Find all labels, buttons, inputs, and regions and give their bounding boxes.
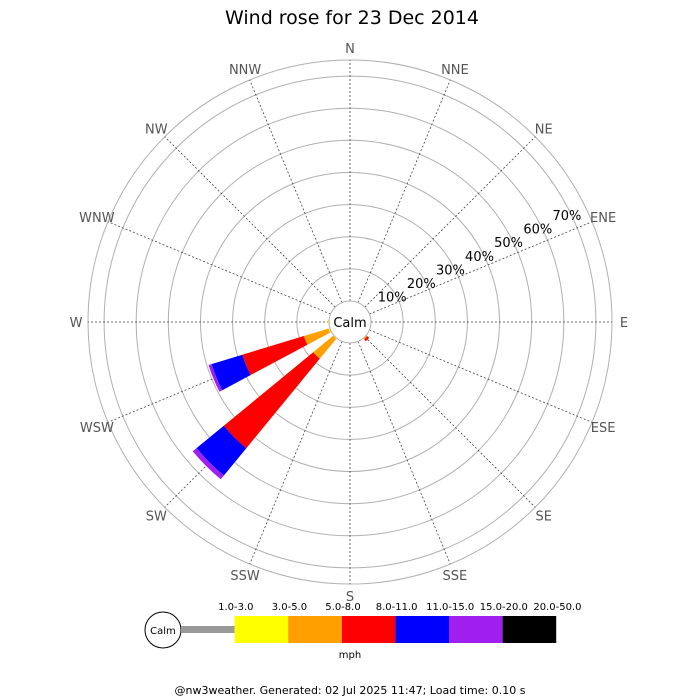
legend-swatch-6 — [502, 616, 557, 643]
direction-label-e: E — [620, 316, 628, 331]
legend-swatch-0 — [181, 626, 235, 633]
direction-label-ne: NE — [535, 122, 553, 137]
radial-tick-30: 30% — [436, 263, 465, 278]
direction-label-nnw: NNW — [229, 63, 261, 78]
legend-label-5: 15.0-20.0 — [480, 602, 528, 613]
direction-label-ssw: SSW — [230, 569, 260, 584]
petal-wsw-bin-4 — [211, 354, 251, 391]
direction-label-wnw: WNW — [79, 211, 115, 226]
petal-se-bin-2 — [363, 335, 368, 340]
petal-se-bin-3 — [364, 336, 370, 342]
petal-sw — [192, 335, 337, 480]
spoke-se — [364, 336, 536, 508]
legend-label-6: 20.0-50.0 — [533, 602, 581, 613]
radial-tick-60: 60% — [523, 223, 552, 238]
footer-text: @nw3weather. Generated: 02 Jul 2025 11:4… — [175, 684, 526, 697]
petal-wsw-bin-2 — [303, 328, 331, 345]
direction-label-s: S — [346, 590, 354, 605]
legend-label-3: 8.0-11.0 — [376, 602, 418, 613]
calm-label: Calm — [333, 316, 366, 331]
spoke-nw — [164, 136, 336, 308]
spoke-wnw — [107, 221, 331, 315]
direction-label-n: N — [345, 42, 355, 57]
radial-tick-40: 40% — [465, 250, 494, 265]
legend-label-0: 1.0-3.0 — [218, 602, 253, 613]
radial-tick-50: 50% — [494, 236, 523, 251]
radial-tick-labels: 10%20%30%40%50%60%70% — [378, 209, 582, 305]
direction-label-nne: NNE — [441, 63, 469, 78]
petal-wsw-bin-3 — [242, 336, 308, 375]
direction-label-sse: SSE — [443, 569, 468, 584]
legend-swatch-3 — [341, 616, 396, 643]
petal-sw-bin-4 — [196, 425, 247, 476]
radial-tick-70: 70% — [552, 209, 581, 224]
spoke-ene — [369, 221, 593, 315]
legend-label-1: 3.0-5.0 — [272, 602, 307, 613]
spoke-nne — [357, 79, 451, 303]
petal-sw-bin-5 — [192, 448, 224, 480]
radial-tick-20: 20% — [407, 277, 436, 292]
radial-tick-10: 10% — [378, 291, 407, 306]
legend-swatch-5 — [449, 616, 503, 643]
legend-swatch-1 — [234, 616, 289, 643]
spoke-sse — [357, 341, 451, 565]
legend-label-2: 5.0-8.0 — [325, 602, 360, 613]
petal-wsw-bin-5 — [208, 364, 223, 392]
wind-petals — [192, 319, 370, 480]
petal-sw-bin-2 — [313, 335, 337, 359]
direction-labels: N NNE NE ENE E ESE SE SSE S SSW SW WSW W WNW NW NNW — [70, 42, 629, 605]
calm-circle — [328, 300, 372, 344]
spoke-nnw — [249, 79, 343, 303]
spoke-ese — [369, 329, 593, 423]
petal-wsw — [208, 328, 332, 392]
legend-label-4: 11.0-15.0 — [426, 602, 474, 613]
direction-label-sw: SW — [146, 510, 167, 525]
legend-swatch-2 — [288, 616, 342, 643]
direction-label-wsw: WSW — [80, 421, 114, 436]
chart-title: Wind rose for 23 Dec 2014 — [225, 7, 479, 29]
direction-label-ene: ENE — [590, 211, 616, 226]
direction-label-w: W — [70, 316, 83, 331]
speed-unit-label: mph — [339, 650, 361, 661]
direction-label-se: SE — [535, 510, 551, 525]
legend-swatch-4 — [395, 616, 449, 643]
petal-sw-bin-3 — [223, 352, 320, 449]
speed-legend: Calm 1.0-3.0 3.0-5.0 5.0-8.0 8.0-11.0 11.0-1… — [144, 602, 581, 649]
direction-label-ese: ESE — [591, 421, 616, 436]
spoke-ssw — [249, 341, 343, 565]
spoke-ne — [364, 136, 536, 308]
direction-label-nw: NW — [145, 122, 168, 137]
legend-calm-label: Calm — [150, 626, 176, 637]
